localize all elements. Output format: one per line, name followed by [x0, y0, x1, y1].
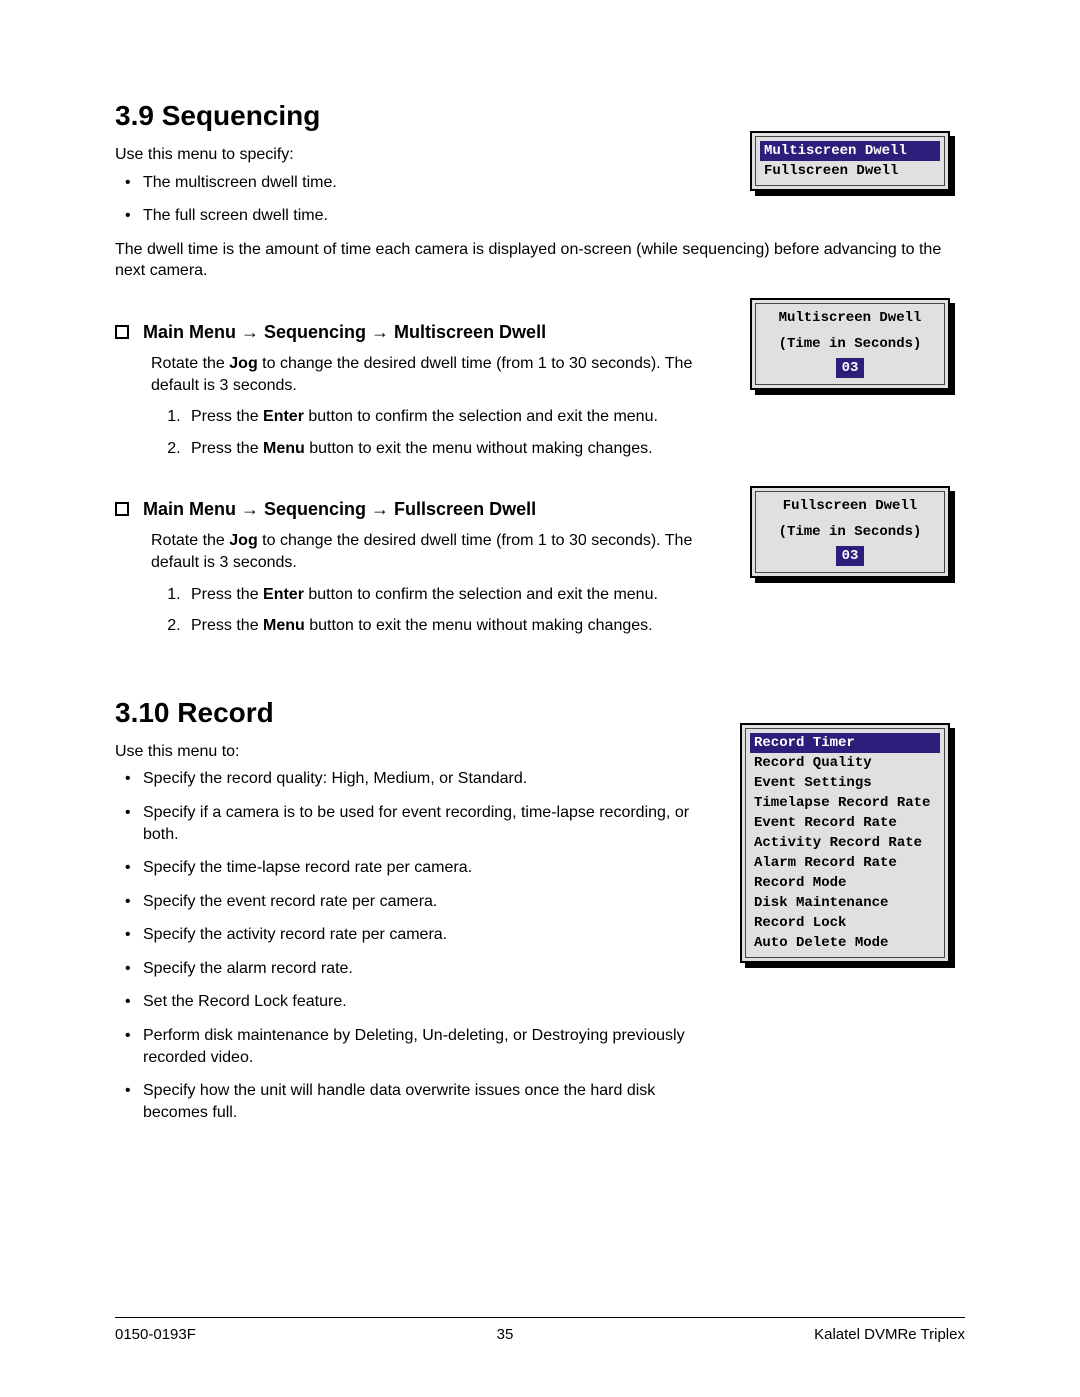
bullet-item: Specify how the unit will handle data ov… — [143, 1080, 965, 1123]
arrow-icon: → — [241, 499, 259, 519]
sequencing-menu-panel: Multiscreen Dwell Fullscreen Dwell — [750, 131, 950, 191]
menu-item: Disk Maintenance — [746, 893, 944, 913]
panel-title: Fullscreen Dwell — [756, 496, 944, 516]
heading-3-9: 3.9 Sequencing — [115, 100, 965, 132]
panel-value: 03 — [836, 358, 865, 378]
dwell-desc: The dwell time is the amount of time eac… — [115, 239, 965, 282]
menu-item-selected: Multiscreen Dwell — [760, 141, 940, 161]
panel-value-row: 03 — [756, 542, 944, 568]
checkbox-icon — [115, 325, 129, 339]
multiscreen-dwell-panel: Multiscreen Dwell (Time in Seconds) 03 — [750, 298, 950, 390]
bullet-item: The full screen dwell time. — [143, 205, 965, 227]
panel-title: Multiscreen Dwell — [756, 308, 944, 328]
fullscreen-dwell-panel: Fullscreen Dwell (Time in Seconds) 03 — [750, 486, 950, 578]
step-item: Press the Enter button to confirm the se… — [185, 584, 965, 606]
checkbox-icon — [115, 502, 129, 516]
menu-item: Record Lock — [746, 913, 944, 933]
record-menu-panel: Record Timer Record Quality Event Settin… — [740, 723, 950, 963]
footer-doc-id: 0150-0193F — [115, 1326, 196, 1343]
menu-item: Activity Record Rate — [746, 833, 944, 853]
bullet-item: Perform disk maintenance by Deleting, Un… — [143, 1025, 965, 1068]
menu-item: Record Mode — [746, 873, 944, 893]
menu-item: Fullscreen Dwell — [756, 161, 944, 181]
menu-item: Event Record Rate — [746, 813, 944, 833]
panel-value: 03 — [836, 546, 865, 566]
page-footer: 0150-0193F 35 Kalatel DVMRe Triplex — [115, 1317, 965, 1343]
panel-value-row: 03 — [756, 354, 944, 380]
bullet-item: Set the Record Lock feature. — [143, 991, 965, 1013]
menu-item: Auto Delete Mode — [746, 933, 944, 953]
step-item: Press the Enter button to confirm the se… — [185, 406, 965, 428]
steps-multi: Press the Enter button to confirm the se… — [115, 406, 965, 459]
arrow-icon: → — [371, 322, 389, 342]
menu-item-selected: Record Timer — [750, 733, 940, 753]
step-item: Press the Menu button to exit the menu w… — [185, 438, 965, 460]
footer-page-number: 35 — [497, 1326, 514, 1343]
steps-full: Press the Enter button to confirm the se… — [115, 584, 965, 637]
menu-item: Timelapse Record Rate — [746, 793, 944, 813]
step-item: Press the Menu button to exit the menu w… — [185, 615, 965, 637]
panel-subtitle: (Time in Seconds) — [756, 522, 944, 542]
menu-item: Event Settings — [746, 773, 944, 793]
footer-product-name: Kalatel DVMRe Triplex — [814, 1326, 965, 1343]
panel-subtitle: (Time in Seconds) — [756, 334, 944, 354]
menu-item: Record Quality — [746, 753, 944, 773]
arrow-icon: → — [371, 499, 389, 519]
menu-item: Alarm Record Rate — [746, 853, 944, 873]
arrow-icon: → — [241, 322, 259, 342]
